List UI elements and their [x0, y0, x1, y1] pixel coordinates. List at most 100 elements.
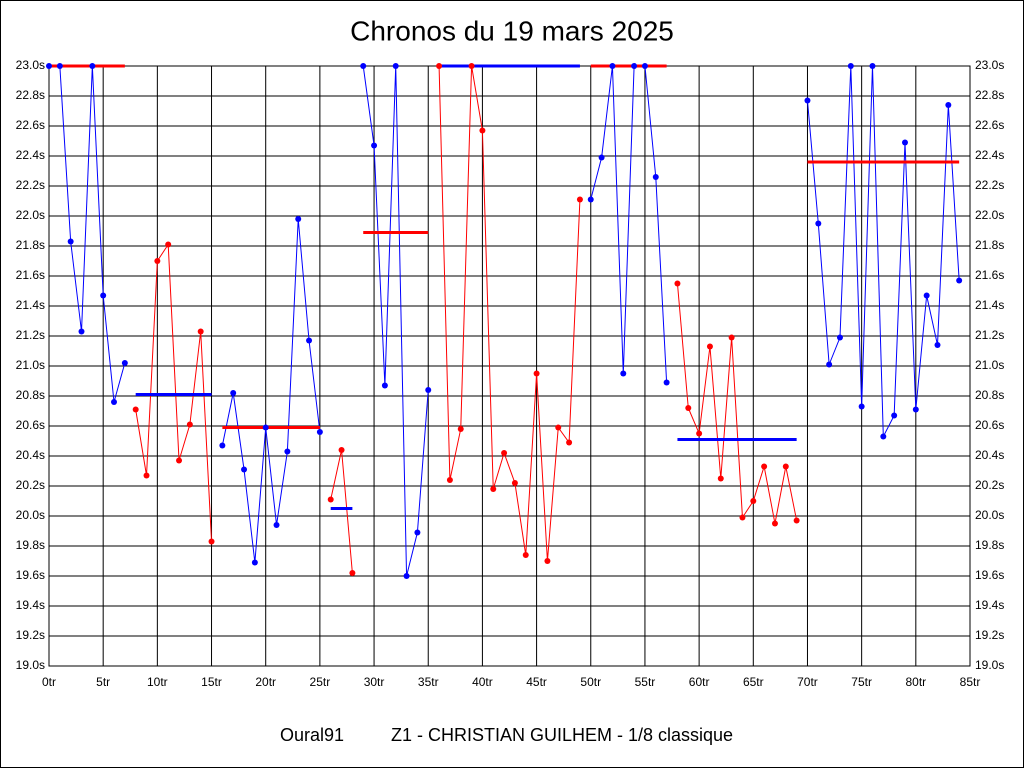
y-tick-label: 22.2s	[16, 178, 45, 192]
y-tick-label: 23.0s	[16, 58, 45, 72]
y-tick-label: 19.0s	[16, 658, 45, 672]
y-tick-label: 20.8s	[16, 388, 45, 402]
lap-point	[674, 280, 681, 287]
x-tick-label: 80tr	[905, 675, 926, 689]
lap-point	[46, 63, 52, 69]
lap-point	[251, 559, 258, 566]
lap-point	[858, 403, 865, 410]
lap-point	[511, 480, 518, 486]
x-tick-label: 35tr	[418, 675, 439, 689]
lap-point	[67, 238, 74, 245]
lap-point	[869, 63, 876, 69]
lap-point	[576, 196, 583, 203]
lap-point	[501, 450, 508, 456]
x-tick-label: 5tr	[96, 675, 110, 689]
y-tick-label: 19.8s	[16, 538, 45, 552]
lap-point	[901, 139, 908, 146]
lap-point	[750, 498, 757, 504]
y-tick-label: 22.4s	[16, 148, 45, 162]
y-tick-label: 19.6s	[16, 568, 45, 582]
y-tick-label: 21.8s	[16, 238, 45, 252]
y-tick-label: 22.0s	[16, 208, 45, 222]
lap-point	[544, 558, 551, 564]
y-tick-label-right: 22.6s	[975, 118, 1004, 132]
lap-point	[176, 457, 183, 464]
lap-point	[338, 447, 345, 453]
lap-point	[620, 370, 627, 377]
x-tick-label: 45tr	[526, 675, 547, 689]
lap-point	[934, 342, 941, 348]
lap-point	[208, 538, 215, 545]
x-tick-label: 60tr	[689, 675, 710, 689]
y-tick-label: 20.0s	[16, 508, 45, 522]
lap-point	[555, 424, 562, 431]
x-tick-label: 50tr	[580, 675, 601, 689]
lap-point	[403, 573, 410, 579]
y-tick-label: 21.6s	[16, 268, 45, 282]
lap-point	[316, 429, 323, 435]
y-tick-label: 20.2s	[16, 478, 45, 492]
lap-point	[186, 421, 193, 428]
lap-point	[641, 63, 648, 69]
lap-point	[436, 63, 443, 69]
lap-point	[609, 63, 616, 69]
y-tick-label: 21.4s	[16, 298, 45, 312]
lap-point	[457, 426, 464, 432]
lap-point	[371, 142, 378, 149]
y-tick-label-right: 21.0s	[975, 358, 1004, 372]
y-tick-label: 22.6s	[16, 118, 45, 132]
lap-point	[78, 328, 85, 335]
y-tick-label-right: 21.4s	[975, 298, 1004, 312]
y-tick-label-right: 22.4s	[975, 148, 1004, 162]
y-tick-label-right: 20.4s	[975, 448, 1004, 462]
lap-point	[685, 405, 692, 411]
x-tick-label: 25tr	[310, 675, 331, 689]
y-tick-label: 20.6s	[16, 418, 45, 432]
lap-point	[912, 406, 919, 413]
lap-point	[739, 514, 746, 521]
lap-point	[782, 463, 789, 470]
lap-point	[230, 390, 237, 396]
lap-point	[165, 241, 172, 248]
lap-line	[221, 218, 321, 563]
x-tick-label: 65tr	[743, 675, 764, 689]
lap-point	[652, 174, 659, 180]
lap-point	[880, 433, 887, 440]
lap-point	[360, 63, 367, 69]
x-tick-label: 30tr	[364, 675, 385, 689]
lap-point	[631, 63, 638, 69]
lap-point	[923, 292, 930, 299]
y-tick-label: 20.4s	[16, 448, 45, 462]
y-tick-label-right: 20.0s	[975, 508, 1004, 522]
lap-point	[566, 439, 573, 446]
lap-point	[392, 63, 399, 69]
lap-point	[587, 196, 594, 203]
lap-point	[468, 63, 475, 69]
lap-point	[771, 520, 778, 527]
lap-point	[490, 486, 497, 492]
lap-point	[706, 343, 713, 350]
footer-club: Oural91	[280, 725, 344, 745]
y-tick-label-right: 22.8s	[975, 88, 1004, 102]
lap-point	[956, 277, 963, 284]
x-tick-label: 55tr	[635, 675, 656, 689]
chart-title: Chronos du 19 mars 2025	[350, 15, 674, 46]
lap-point	[154, 258, 161, 264]
lap-point	[598, 154, 605, 161]
lap-line	[135, 242, 213, 542]
y-tick-label-right: 21.2s	[975, 328, 1004, 342]
lap-point	[327, 496, 334, 503]
lap-point	[479, 127, 486, 134]
y-tick-label: 19.4s	[16, 598, 45, 612]
lap-line	[676, 283, 798, 524]
lap-line	[438, 65, 581, 562]
y-tick-label-right: 23.0s	[975, 58, 1004, 72]
lap-point	[945, 102, 952, 108]
lap-point	[121, 360, 128, 366]
x-tick-label: 70tr	[797, 675, 818, 689]
lap-point	[241, 466, 248, 473]
y-tick-label-right: 20.6s	[975, 418, 1004, 432]
lap-point	[717, 475, 724, 482]
